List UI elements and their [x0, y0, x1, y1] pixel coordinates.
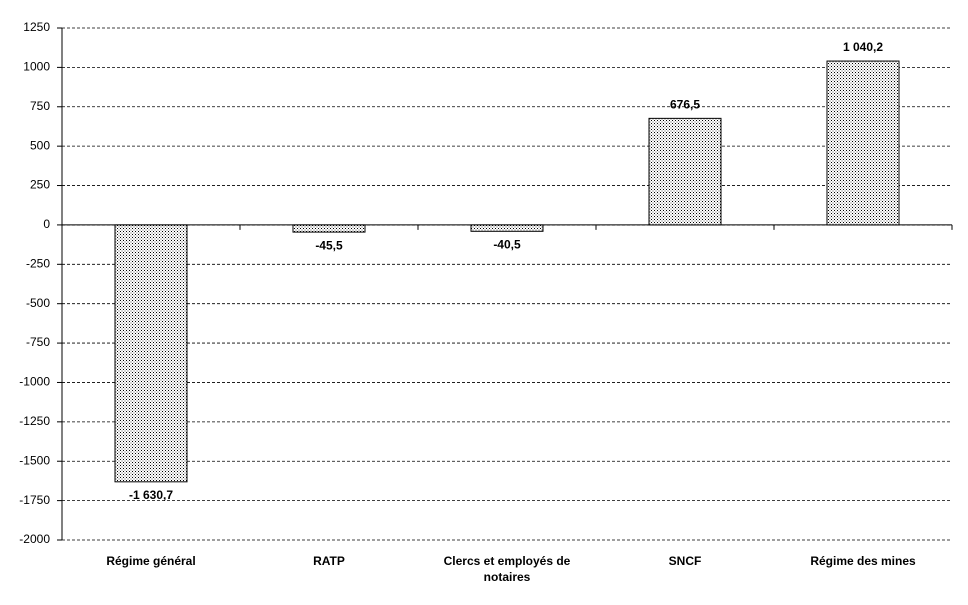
x-tick-label: SNCF: [668, 554, 702, 568]
bar: [648, 117, 722, 226]
y-tick-label: -1750: [19, 493, 50, 507]
value-label: -40,5: [493, 237, 521, 251]
y-tick-label: 750: [30, 99, 50, 113]
x-tick-label: Clercs et employés de notaires: [443, 554, 571, 584]
y-tick-label: -2000: [19, 532, 50, 546]
x-tick-label: RATP: [313, 554, 345, 568]
y-tick-label: 0: [43, 217, 50, 231]
bar: [470, 224, 544, 232]
y-tick-label: -1500: [19, 453, 50, 467]
bar: [826, 60, 900, 226]
bar: [114, 224, 188, 483]
y-tick-label: -500: [26, 296, 50, 310]
value-label: -1 630,7: [129, 488, 173, 502]
y-tick-label: -250: [26, 256, 50, 270]
value-label: 676,5: [670, 98, 700, 112]
x-tick-label: Régime général: [106, 554, 196, 568]
x-tick-label: Régime des mines: [810, 554, 916, 568]
value-label: 1 040,2: [843, 40, 883, 54]
y-tick-label: 1000: [23, 60, 50, 74]
y-tick-label: -1250: [19, 414, 50, 428]
y-tick-label: 250: [30, 178, 50, 192]
value-label: -45,5: [315, 238, 343, 252]
y-tick-label: -1000: [19, 375, 50, 389]
y-tick-label: 500: [30, 138, 50, 152]
bar: [292, 224, 366, 233]
y-tick-label: -750: [26, 335, 50, 349]
y-tick-label: 1250: [23, 20, 50, 34]
